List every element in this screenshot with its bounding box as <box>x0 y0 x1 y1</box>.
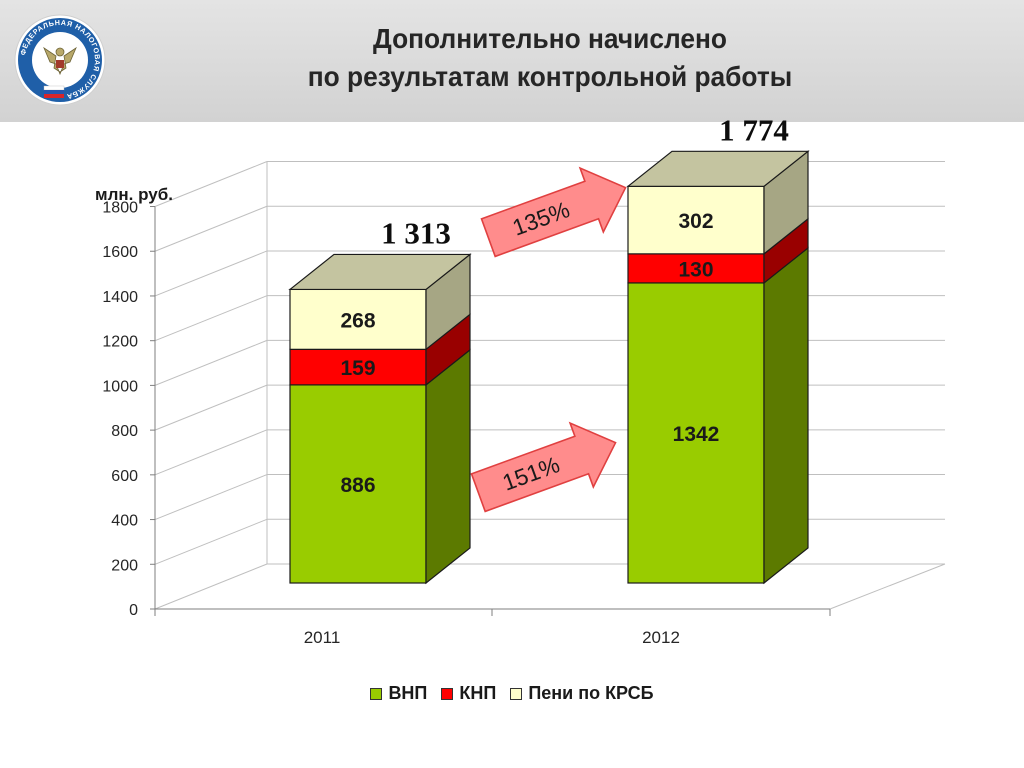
x-tick-label: 2012 <box>642 628 680 647</box>
y-tick-label: 1200 <box>102 334 138 351</box>
data-label: 302 <box>678 210 713 233</box>
chart-legend: ВНП КНП Пени по КРСБ <box>0 683 1024 704</box>
bar-2012-segment-1 <box>627 253 765 284</box>
legend-label: КНП <box>459 683 497 703</box>
gridline-diagonal <box>154 205 268 252</box>
y-tick-label: 0 <box>129 602 138 619</box>
y-tick-label: 1400 <box>102 289 138 306</box>
y-tick-label: 200 <box>111 557 138 574</box>
title-line-1: Дополнительно начислено <box>373 23 727 54</box>
y-tick-label: 1000 <box>102 378 138 395</box>
bar-2011-top <box>288 253 472 291</box>
gridline-diagonal <box>154 161 268 207</box>
legend-swatch <box>441 687 454 700</box>
bar-2012-segment-0 <box>627 282 765 584</box>
y-tick-label: 400 <box>111 513 138 530</box>
fns-logo: ФЕДЕРАЛЬНАЯ НАЛОГОВАЯ СЛУЖБА <box>14 14 106 106</box>
bar-2011-segment-1 <box>289 348 427 386</box>
bar-2011-side-0 <box>425 348 471 585</box>
x-tick-label: 2011 <box>304 628 341 647</box>
gridline-diagonal <box>154 295 268 342</box>
legend-item: Пени по КРСБ <box>510 683 654 704</box>
gridline-diagonal <box>154 474 268 521</box>
flag-icon <box>43 85 65 98</box>
gridline-diagonal <box>154 339 268 386</box>
gridline-diagonal <box>154 250 268 297</box>
y-tick-label: 1800 <box>102 200 138 217</box>
bar-2012-segment-2 <box>627 185 765 255</box>
total-label: 1 313 <box>381 215 451 250</box>
y-tick-label: 600 <box>111 468 138 485</box>
bar-2012-top <box>626 150 810 187</box>
eagle-icon <box>43 46 77 76</box>
total-label: 1 774 <box>719 112 789 147</box>
growth-arrow: 151% <box>470 421 617 513</box>
gridline-diagonal <box>154 563 268 610</box>
y-tick-label: 800 <box>111 423 138 440</box>
data-label: 130 <box>678 258 713 281</box>
page-title: Дополнительно начислено по результатам к… <box>146 20 954 96</box>
y-axis-label: млн. руб. <box>95 185 173 204</box>
data-label: 268 <box>340 309 375 332</box>
data-label: 886 <box>340 474 375 497</box>
data-label: 159 <box>340 357 375 380</box>
data-label: 1342 <box>673 423 720 446</box>
floor-edge <box>829 563 946 610</box>
header: ФЕДЕРАЛЬНАЯ НАЛОГОВАЯ СЛУЖБА Дополнитель… <box>0 0 1024 122</box>
y-tick-label: 1600 <box>102 244 138 261</box>
arrow-shape <box>470 421 617 513</box>
title-line-2: по результатам контрольной работы <box>307 61 793 92</box>
legend-swatch <box>370 687 383 700</box>
gridline-diagonal <box>154 518 268 565</box>
legend-item: КНП <box>441 683 496 704</box>
bar-2011-segment-0 <box>289 384 427 584</box>
legend-label: Пени по КРСБ <box>528 683 654 703</box>
bar-2011-segment-2 <box>289 288 427 350</box>
legend-item: ВНП <box>370 683 427 704</box>
legend-label: ВНП <box>388 683 428 703</box>
arrow-shape <box>480 166 627 258</box>
gridline-diagonal <box>154 429 268 476</box>
legend-swatch <box>510 687 523 700</box>
growth-arrow: 135% <box>480 166 627 258</box>
bar-2012-side-0 <box>763 246 809 585</box>
gridline-diagonal <box>154 384 268 431</box>
